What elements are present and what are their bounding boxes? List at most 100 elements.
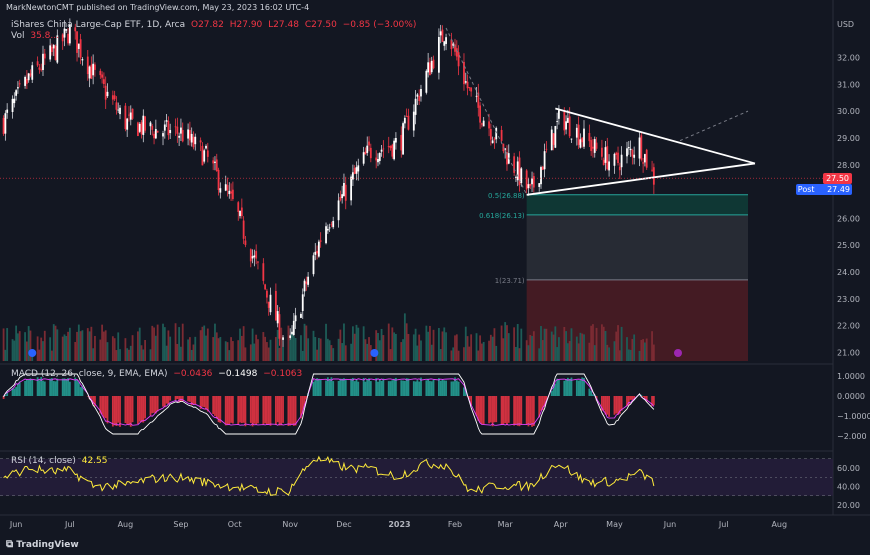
- volume-bar: [529, 335, 532, 361]
- volume-bar: [162, 323, 164, 361]
- time-axis-label: Aug: [771, 520, 787, 529]
- macd-histogram-bar: [516, 396, 519, 426]
- candle-body: [6, 109, 9, 113]
- candle-body: [17, 87, 19, 89]
- macd-histogram-bar: [319, 379, 322, 396]
- volume-bar: [65, 336, 68, 361]
- volume-bar: [488, 340, 490, 361]
- candle-body: [437, 36, 440, 73]
- macd-histogram-bar: [106, 396, 109, 424]
- macd-histogram-bar: [405, 378, 408, 396]
- candle-body: [608, 161, 610, 171]
- volume-bar: [103, 331, 105, 361]
- volume-bar: [199, 330, 202, 361]
- candle-body: [642, 162, 645, 164]
- macd-histogram-bar: [219, 396, 222, 423]
- time-axis-label: Jun: [9, 520, 23, 529]
- candle-body: [403, 117, 406, 124]
- candle-body: [153, 133, 155, 139]
- macd-histogram-bar: [332, 381, 335, 396]
- symbol-name[interactable]: iShares China Large-Cap ETF, 1D, Arca: [11, 20, 186, 30]
- post-price-badge: Post 27.49: [795, 184, 852, 195]
- candle-body: [644, 154, 646, 163]
- candle-body: [244, 240, 247, 245]
- macd-histogram-bar: [6, 391, 9, 396]
- candle-body: [620, 154, 623, 168]
- macd-histogram-bar: [113, 396, 116, 426]
- macd-histogram-bar: [344, 380, 347, 396]
- volume-bar: [593, 345, 596, 361]
- volume-bar: [629, 349, 632, 361]
- time-axis-label: 2023: [388, 520, 410, 529]
- volume-bar: [518, 348, 521, 361]
- candle-body: [212, 160, 215, 164]
- time-axis-label: Jun: [663, 520, 677, 529]
- candle-body: [131, 108, 134, 119]
- candle-body: [86, 56, 89, 75]
- candle-body: [119, 107, 121, 115]
- fib-zone-grey: [526, 214, 748, 280]
- volume-bar: [592, 324, 594, 361]
- candle-body: [117, 109, 120, 111]
- volume-bar: [480, 343, 483, 361]
- volume-bar: [54, 325, 57, 361]
- macd-histogram-bar: [103, 396, 105, 418]
- volume-bar: [203, 325, 206, 361]
- candle-body: [13, 98, 16, 104]
- volume-bar: [645, 338, 648, 361]
- macd-histogram-bar: [214, 396, 216, 416]
- volume-bar: [194, 336, 197, 361]
- candle-body: [264, 284, 267, 290]
- volume-bar: [626, 337, 628, 361]
- tradingview-logo[interactable]: ⧉ TradingView: [6, 539, 79, 550]
- volume-bar: [393, 332, 396, 361]
- candle-body: [289, 335, 292, 338]
- volume-bar: [61, 336, 64, 361]
- candle-body: [215, 159, 218, 171]
- volume-bar: [301, 350, 304, 361]
- macd-histogram-bar: [190, 396, 193, 406]
- candle-body: [257, 261, 259, 263]
- volume-bar: [577, 343, 580, 361]
- candle-body: [27, 73, 30, 81]
- volume-bar: [430, 344, 433, 361]
- macd-tick-label: 0.0000: [837, 392, 865, 401]
- candle-body: [601, 147, 603, 157]
- volume-bar: [13, 340, 16, 361]
- candle-body: [54, 45, 57, 60]
- macd-histogram-bar: [416, 380, 419, 396]
- candle-body: [144, 116, 147, 131]
- volume-bar: [140, 345, 143, 361]
- macd-histogram-bar: [199, 396, 202, 410]
- projection-dashed-line: [445, 27, 528, 196]
- candle-body: [606, 146, 609, 170]
- macd-histogram-bar: [282, 396, 284, 423]
- candle-body: [88, 66, 91, 79]
- macd-histogram-bar: [224, 396, 227, 426]
- macd-histogram-bar: [303, 396, 306, 408]
- volume-bar: [317, 337, 320, 361]
- candle-body: [217, 169, 220, 190]
- candle-body: [174, 126, 177, 128]
- candle-body: [328, 227, 331, 229]
- candle-body: [513, 156, 516, 173]
- volume-bar: [420, 340, 422, 361]
- candle-body: [15, 90, 18, 96]
- macd-histogram-bar: [266, 396, 268, 425]
- macd-histogram-bar: [502, 396, 505, 425]
- macd-histogram-bar: [25, 379, 28, 396]
- candle-body: [206, 150, 209, 157]
- volume-bar: [278, 347, 281, 361]
- volume-bar: [178, 327, 181, 361]
- volume-label: Vol: [11, 31, 25, 41]
- volume-bar: [468, 346, 471, 361]
- macd-histogram-bar: [441, 379, 444, 396]
- macd-histogram-bar: [495, 396, 498, 423]
- macd-histogram-bar: [244, 396, 247, 427]
- volume-bar: [364, 339, 367, 361]
- candle-body: [192, 136, 195, 148]
- candle-body: [269, 294, 272, 313]
- volume-bar: [106, 342, 109, 361]
- macd-histogram-bar: [652, 396, 655, 406]
